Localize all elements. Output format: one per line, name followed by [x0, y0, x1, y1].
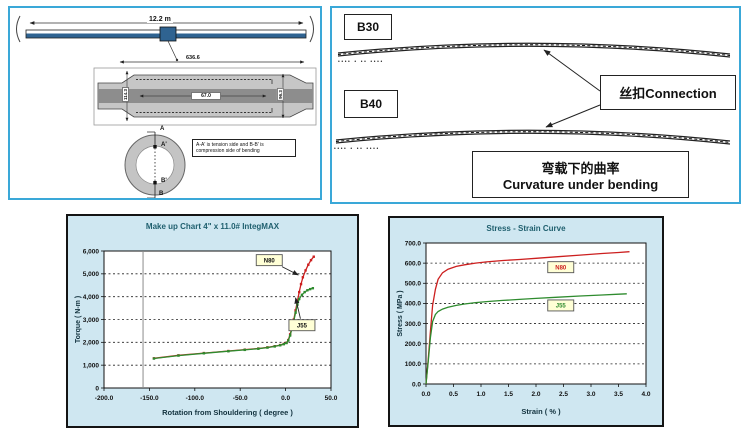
series-N80 [425, 251, 630, 385]
detail-right-label: 96.3 [276, 88, 284, 101]
svg-text:2,000: 2,000 [83, 340, 100, 347]
svg-text:N80: N80 [555, 265, 567, 271]
b40-curve-end-marks: •••• • •• •••• [334, 146, 380, 152]
svg-text:-200.0: -200.0 [95, 395, 114, 402]
svg-text:600.0: 600.0 [405, 260, 422, 267]
detail-length-label: 636.6 [184, 55, 202, 61]
b30-curve [337, 42, 731, 58]
pipe-diagram-linework [16, 15, 317, 198]
b40-curve [335, 129, 731, 145]
svg-text:2.0: 2.0 [531, 391, 540, 398]
svg-text:3.0: 3.0 [586, 391, 595, 398]
makeup-chart-xlabel: Rotation from Shouldering ( degree ) [162, 408, 293, 417]
svg-text:-150.0: -150.0 [140, 395, 159, 402]
annotation-J55: J55 [547, 299, 575, 312]
bending-note-line1: A-A' is tension side and B-B' is [196, 142, 264, 148]
svg-text:50.0: 50.0 [325, 395, 338, 402]
curvature-panel: B30 B40 丝扣Connection 弯载下的曲率 Curvature un… [330, 6, 741, 204]
svg-text:0.0: 0.0 [281, 395, 290, 402]
svg-text:J55: J55 [297, 324, 308, 330]
cross-section-drawing [124, 131, 186, 198]
curvature-linework [335, 42, 731, 145]
svg-text:0.0: 0.0 [412, 381, 421, 388]
section-marker-b: B [159, 191, 164, 197]
b30-curve-end-marks: •••• • •• •••• [338, 59, 384, 65]
svg-text:-50.0: -50.0 [233, 395, 248, 402]
b40-label: B40 [359, 97, 382, 111]
connection-label: 丝扣Connection [619, 86, 717, 101]
svg-text:4.0: 4.0 [641, 391, 650, 398]
stress-strain-chart-plot: 0.0 100.0 200.0 300.0 400.0 500.0 600.0 700.0 0.… [405, 240, 651, 398]
svg-text:6,000: 6,000 [83, 248, 100, 255]
svg-text:300.0: 300.0 [405, 321, 422, 328]
svg-text:1.0: 1.0 [476, 391, 485, 398]
svg-text:100.0: 100.0 [405, 361, 422, 368]
makeup-chart: Make up Chart 4" x 11.0# IntegMAX Torque… [66, 214, 359, 428]
connection-label-box: 丝扣Connection [600, 75, 736, 110]
bending-note-line2: compression side of bending [196, 148, 260, 154]
stress-strain-chart-xlabel: Strain ( % ) [521, 407, 561, 416]
svg-text:3,000: 3,000 [83, 317, 100, 324]
makeup-chart-plot: 0 1,000 2,000 3,000 4,000 5,000 6,000 -200.0 -15… [83, 248, 338, 402]
pipe-length-label: 12.2 m [147, 16, 173, 23]
connection-arrows [543, 49, 601, 128]
annotation-J55: J55 [288, 297, 316, 332]
section-marker-b-prime: B' [161, 178, 167, 184]
detail-center-label: 67.0 [191, 92, 221, 100]
curvature-caption-box: 弯载下的曲率 Curvature under bending [472, 151, 689, 198]
svg-text:0: 0 [95, 385, 99, 392]
svg-text:200.0: 200.0 [405, 341, 422, 348]
svg-text:4,000: 4,000 [83, 294, 100, 301]
svg-text:3.5: 3.5 [614, 391, 623, 398]
detail-left-label: 114.3 [122, 86, 130, 103]
stress-strain-chart: Stress - Strain Curve Stress ( MPa ) Str… [388, 216, 664, 427]
stress-strain-chart-title: Stress - Strain Curve [486, 224, 566, 233]
b40-label-box: B40 [344, 90, 398, 118]
svg-text:N80: N80 [264, 258, 276, 264]
pipe-overview-drawing [16, 15, 314, 62]
pipe-diagram-panel: 12.2 m 636.6 67.0 114.3 96.3 A A' B' B A… [8, 6, 322, 200]
curvature-caption-cn: 弯载下的曲率 [541, 160, 620, 176]
svg-text:700.0: 700.0 [405, 240, 422, 247]
b30-label-box: B30 [344, 14, 392, 40]
annotation-N80: N80 [547, 261, 575, 274]
series-J55 [425, 293, 627, 385]
b30-label: B30 [356, 20, 379, 34]
curvature-caption-en: Curvature under bending [502, 176, 659, 192]
makeup-chart-title: Make up Chart 4" x 11.0# IntegMAX [145, 222, 280, 231]
svg-text:-100.0: -100.0 [186, 395, 205, 402]
section-marker-a: A [160, 126, 165, 132]
section-marker-a-prime: A' [161, 142, 167, 148]
svg-text:0.0: 0.0 [421, 391, 430, 398]
svg-text:500.0: 500.0 [405, 281, 422, 288]
svg-text:1.5: 1.5 [504, 391, 513, 398]
svg-text:J55: J55 [556, 304, 567, 310]
svg-text:0.5: 0.5 [449, 391, 458, 398]
annotation-N80: N80 [255, 254, 299, 276]
svg-text:2.5: 2.5 [559, 391, 568, 398]
svg-text:400.0: 400.0 [405, 301, 422, 308]
svg-text:1,000: 1,000 [83, 362, 100, 369]
svg-text:5,000: 5,000 [83, 271, 100, 278]
bending-note-box: A-A' is tension side and B-B' is compres… [192, 139, 296, 157]
